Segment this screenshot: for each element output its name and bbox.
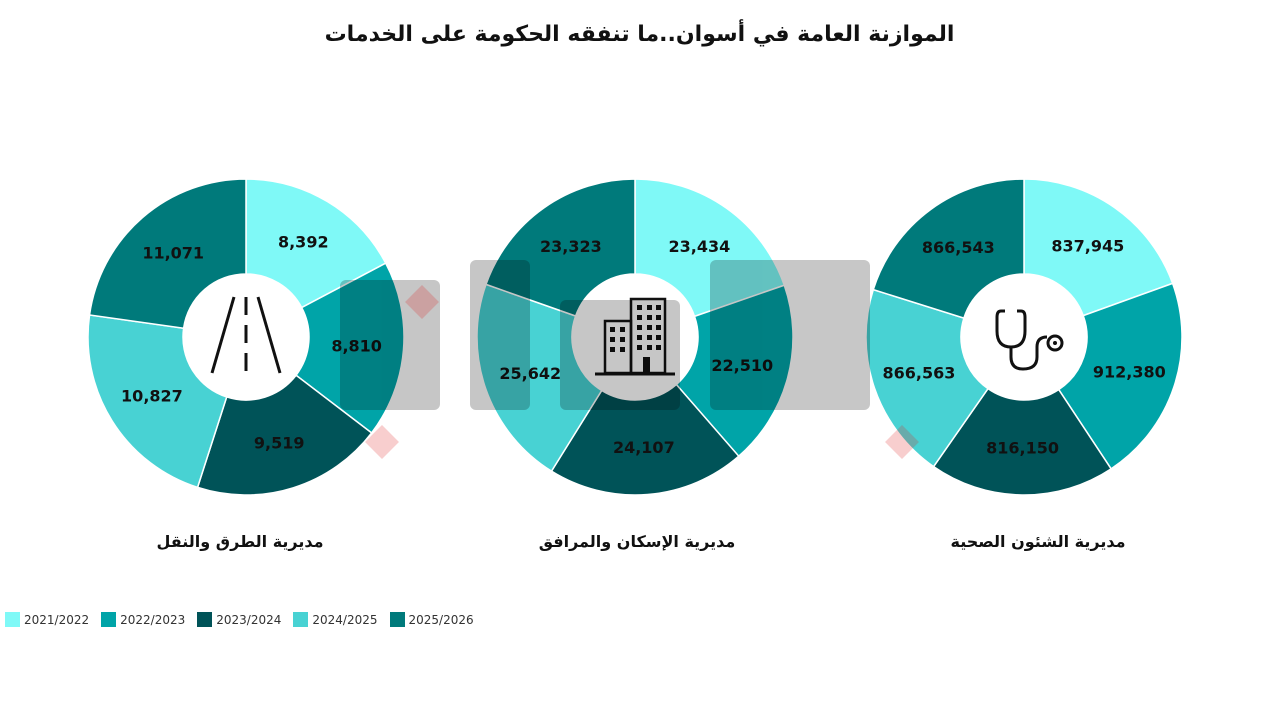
chart-name-housing: مديرية الإسكان والمرافق (538, 532, 736, 551)
donut-chart-housing: 23,434 22,510 24,107 25,642 23,323 (476, 178, 794, 496)
legend-swatch (293, 612, 309, 627)
data-label: 866,563 (883, 363, 956, 382)
data-label: 8,810 (331, 337, 382, 356)
data-label: 8,392 (278, 232, 329, 251)
legend-item: 2023/2024 (197, 612, 281, 627)
legend-label: 2025/2026 (408, 612, 474, 627)
chart-name-health: مديرية الشئون الصحية (950, 532, 1126, 551)
stethoscope-icon (995, 309, 1064, 371)
legend-label: 2022/2023 (120, 612, 186, 627)
data-label: 816,150 (986, 438, 1059, 457)
data-label: 23,434 (668, 237, 730, 256)
legend-swatch (5, 612, 20, 627)
legend-swatch (389, 612, 405, 627)
legend-swatch (101, 612, 117, 627)
chart-title: الموازنة العامة في أسوان..ما تنفقه الحكو… (324, 22, 955, 47)
data-label: 866,543 (922, 238, 995, 257)
road-icon (210, 296, 282, 374)
legend-label: 2021/2022 (24, 612, 90, 627)
data-label: 912,380 (1093, 362, 1166, 381)
data-label: 22,510 (711, 356, 773, 375)
buildings-icon (595, 297, 675, 376)
data-label: 11,071 (142, 244, 204, 263)
legend-item: 2024/2025 (293, 612, 378, 627)
legend-item: 2021/2022 (5, 612, 89, 627)
legend-label: 2023/2024 (216, 612, 282, 627)
data-label: 23,323 (540, 237, 602, 256)
legend: 2021/2022 2022/2023 2023/2024 2024/2025 … (5, 612, 474, 627)
data-label: 24,107 (613, 438, 675, 457)
legend-item: 2025/2026 (389, 612, 474, 627)
data-label: 25,642 (499, 364, 561, 383)
legend-item: 2022/2023 (101, 612, 185, 627)
donut-chart-health: 837,945 912,380 816,150 866,563 866,543 (865, 178, 1183, 496)
chart-name-roads: مديرية الطرق والنقل (156, 532, 324, 551)
data-label: 10,827 (121, 386, 183, 405)
legend-swatch (197, 612, 213, 627)
donut-hole (572, 274, 698, 400)
data-label: 9,519 (254, 433, 305, 452)
legend-label: 2024/2025 (312, 612, 378, 627)
data-label: 837,945 (1051, 237, 1124, 256)
